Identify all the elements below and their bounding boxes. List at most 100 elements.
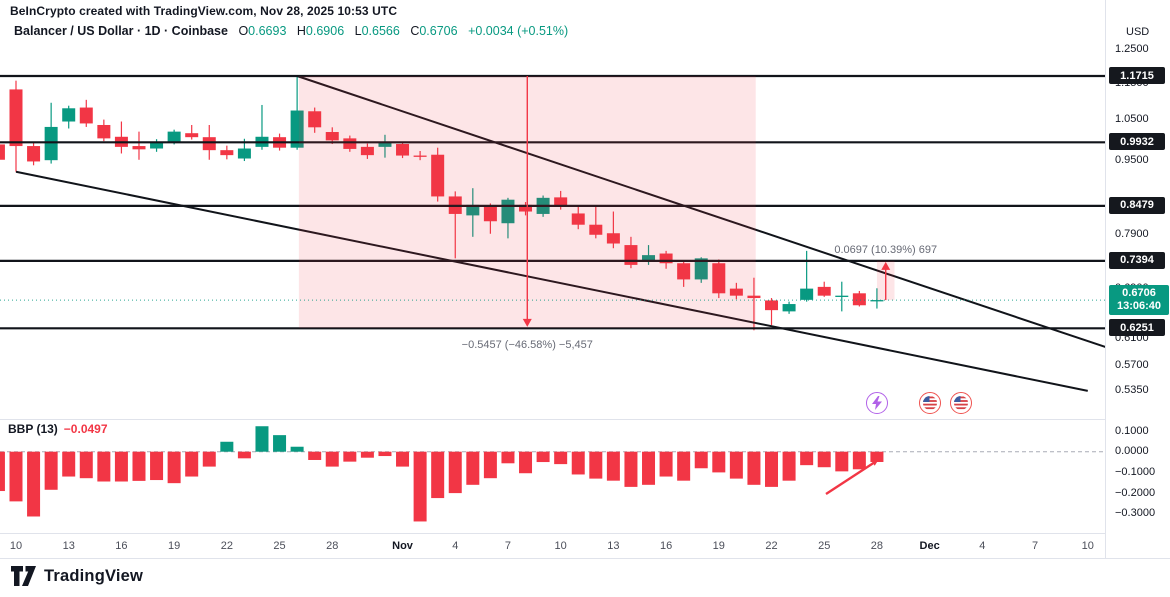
price-axis[interactable]: USD 1.25001.15001.05000.95000.79000.7300… xyxy=(1105,0,1170,558)
bbp-bar xyxy=(132,451,146,481)
low-label: L xyxy=(354,24,362,38)
bbp-axis-tick: −0.2000 xyxy=(1115,486,1156,499)
measure-arrow-head xyxy=(522,318,532,327)
candle-body xyxy=(852,293,866,306)
tradingview-logo[interactable]: TradingView xyxy=(10,564,143,588)
bbp-bar xyxy=(202,451,216,467)
bbp-bar xyxy=(220,441,234,452)
candle-body xyxy=(835,295,849,297)
bbp-bar xyxy=(150,451,164,481)
trend-arrow-head xyxy=(871,459,879,466)
date-tick: 28 xyxy=(326,540,339,552)
bbp-bar xyxy=(519,451,533,474)
price-level-badge: 1.1715 xyxy=(1109,67,1165,84)
candle-body xyxy=(659,253,673,264)
bbp-bar xyxy=(290,446,304,452)
bbp-bar xyxy=(0,451,5,492)
date-tick: 7 xyxy=(1031,540,1039,552)
candle-body xyxy=(79,107,93,124)
price-level-badge: 0.6251 xyxy=(1109,319,1165,337)
footer: TradingView xyxy=(0,559,1170,597)
price-tick: 1.2500 xyxy=(1115,43,1149,56)
candle-body xyxy=(606,233,620,244)
bbp-bar xyxy=(325,451,339,467)
measure-arrow-head xyxy=(881,261,891,270)
high-value: 0.6906 xyxy=(305,24,345,38)
date-tick: 25 xyxy=(818,540,831,552)
candle-body xyxy=(554,197,568,207)
date-tick: 16 xyxy=(115,540,128,552)
bbp-bar xyxy=(624,451,638,487)
bbp-bar xyxy=(9,451,23,502)
candle-body xyxy=(589,224,603,235)
bbp-bar xyxy=(237,451,251,459)
date-tick: 13 xyxy=(607,540,620,552)
open-label: O xyxy=(238,24,249,38)
us-economic-event-flag-icon[interactable] xyxy=(950,392,973,414)
candle-body xyxy=(870,300,884,302)
close-value: 0.6706 xyxy=(419,24,458,38)
current-price-badge: 0.6706 13:06:40 xyxy=(1109,285,1169,316)
bbp-bar xyxy=(571,451,585,475)
bbp-bar xyxy=(431,451,445,499)
bar-close-countdown: 13:06:40 xyxy=(1116,300,1162,313)
crypto-event-lightning-icon[interactable] xyxy=(865,392,888,414)
indicator-label[interactable]: BBP (13) −0.0497 xyxy=(8,422,108,436)
low-value: 0.6566 xyxy=(361,24,400,38)
bbp-bar xyxy=(870,451,884,462)
indicator-name: BBP (13) xyxy=(8,422,58,436)
close-label: C xyxy=(410,24,420,38)
trend-arrow-annotation xyxy=(825,460,876,496)
bbp-bar xyxy=(79,451,93,479)
bbp-bar xyxy=(694,451,708,469)
bbp-bar xyxy=(642,451,656,485)
bbp-bar xyxy=(835,451,849,472)
attribution-text: BeInCrypto created with TradingView.com,… xyxy=(10,4,398,18)
candle-body xyxy=(483,206,497,222)
candle-body xyxy=(800,288,814,300)
tradingview-logo-icon xyxy=(11,566,36,586)
descending-trendline xyxy=(296,75,1106,348)
price-level-badge: 0.8479 xyxy=(1109,196,1165,214)
candle-body xyxy=(712,263,726,294)
candle-body xyxy=(290,110,304,148)
bbp-bar xyxy=(589,451,603,479)
candle-body xyxy=(677,263,691,280)
symbol-header[interactable]: Balancer / US Dollar · 1D · Coinbase O0.… xyxy=(14,24,568,38)
bbp-bar xyxy=(817,451,831,468)
candle-body xyxy=(729,288,743,296)
us-economic-event-flag-icon[interactable] xyxy=(918,392,941,414)
price-level-badge: 0.7394 xyxy=(1109,251,1165,269)
date-tick: 25 xyxy=(273,540,286,552)
bbp-bar xyxy=(114,451,128,482)
date-tick: 19 xyxy=(168,540,181,552)
bbp-axis-tick: 0.0000 xyxy=(1115,445,1149,458)
price-tick: 1.0500 xyxy=(1115,113,1149,126)
pane-separator[interactable] xyxy=(0,419,1170,420)
bbp-bar xyxy=(97,451,111,482)
axis-separator[interactable] xyxy=(0,533,1170,534)
date-tick: 28 xyxy=(870,540,884,552)
bbp-bar xyxy=(378,451,392,457)
date-tick: 22 xyxy=(765,540,778,552)
price-level-badge: 0.9932 xyxy=(1109,133,1165,151)
price-tick: 0.9500 xyxy=(1115,153,1149,166)
candle-body xyxy=(132,146,146,150)
date-tick: 4 xyxy=(452,540,459,552)
date-tick: 10 xyxy=(554,540,567,552)
candle-body xyxy=(360,146,374,156)
candle-body xyxy=(167,131,181,142)
candle-body xyxy=(308,111,322,128)
bbp-bar xyxy=(782,451,796,481)
bbp-bar xyxy=(185,451,199,477)
candle-body xyxy=(97,124,111,139)
bbp-bar xyxy=(659,451,673,477)
price-range-up-label: 0.0697 (10.39%) 697 xyxy=(834,243,938,256)
high-label: H xyxy=(296,24,306,38)
bbp-bar xyxy=(677,451,691,481)
candle-body xyxy=(237,148,251,159)
date-tick: 7 xyxy=(504,540,512,552)
candle-body xyxy=(413,155,427,157)
date-tick: 19 xyxy=(712,540,725,552)
